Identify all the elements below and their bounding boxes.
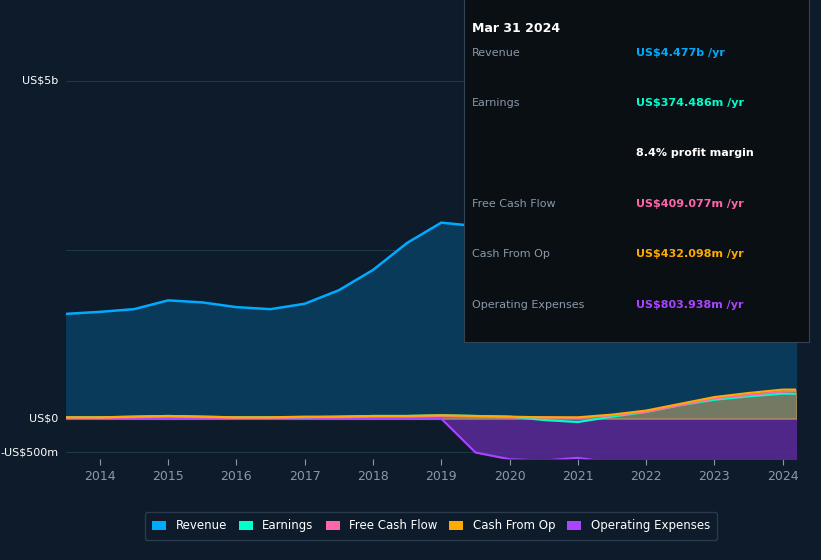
Text: US$5b: US$5b (22, 76, 58, 86)
Text: Cash From Op: Cash From Op (472, 249, 550, 259)
Text: Operating Expenses: Operating Expenses (472, 300, 585, 310)
Text: Mar 31 2024: Mar 31 2024 (472, 22, 560, 35)
Text: US$432.098m /yr: US$432.098m /yr (636, 249, 744, 259)
Text: 8.4% profit margin: 8.4% profit margin (636, 148, 754, 158)
Text: US$409.077m /yr: US$409.077m /yr (636, 199, 744, 209)
Text: US$374.486m /yr: US$374.486m /yr (636, 98, 745, 108)
Text: US$0: US$0 (29, 414, 58, 424)
Text: Free Cash Flow: Free Cash Flow (472, 199, 556, 209)
Legend: Revenue, Earnings, Free Cash Flow, Cash From Op, Operating Expenses: Revenue, Earnings, Free Cash Flow, Cash … (144, 512, 718, 539)
Text: -US$500m: -US$500m (0, 447, 58, 458)
Text: Earnings: Earnings (472, 98, 521, 108)
Text: US$803.938m /yr: US$803.938m /yr (636, 300, 744, 310)
Text: Revenue: Revenue (472, 48, 521, 58)
Text: US$4.477b /yr: US$4.477b /yr (636, 48, 725, 58)
